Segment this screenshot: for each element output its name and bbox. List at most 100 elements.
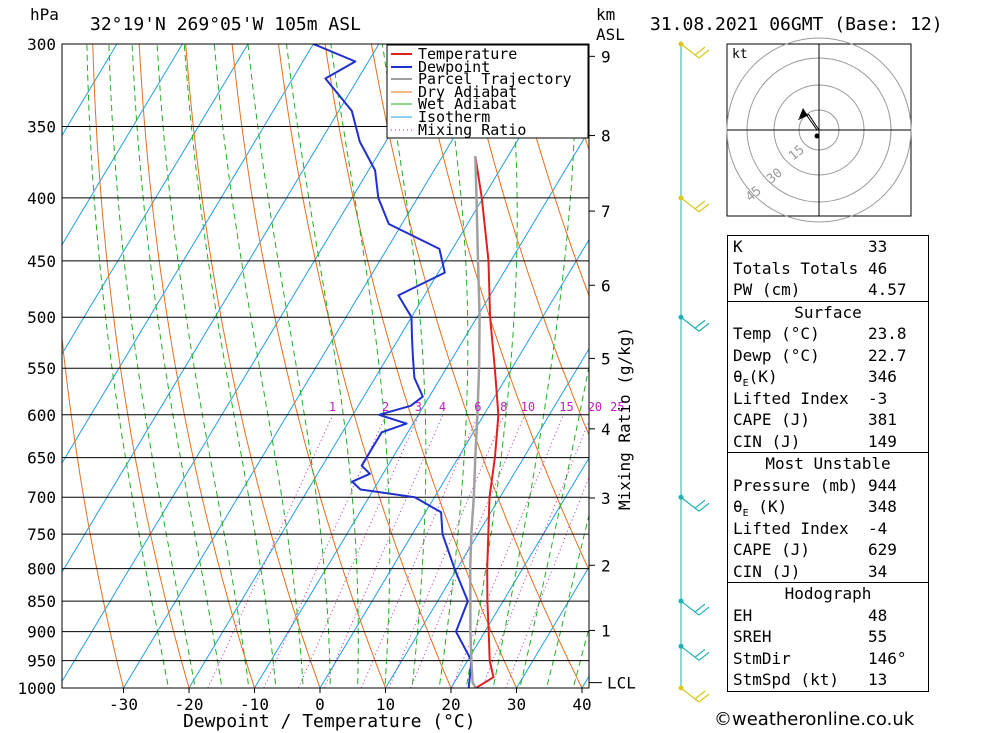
surface-cin-row: CIN (J) 149 — [728, 431, 928, 453]
sreh-value: 55 — [868, 627, 888, 646]
wet-adiabat-line — [572, 626, 589, 688]
mixing-ratio-line — [207, 414, 334, 688]
surface-theta-label: θE(K) — [733, 367, 778, 390]
mixing-ratio-label: 6 — [474, 400, 481, 414]
surface-cin-label: CIN (J) — [733, 431, 801, 451]
stmdir-row: StmDir 146° — [728, 648, 928, 670]
pressure-tick-label: 850 — [27, 592, 56, 611]
surface-li-label: Lifted Index — [733, 388, 849, 408]
wet-adiabat-line — [285, 44, 359, 688]
mixing-ratio-label: 15 — [559, 400, 573, 414]
height-tick-label: 9 — [601, 47, 611, 66]
surface-theta-value: 346 — [868, 367, 897, 386]
mixing-ratio-axis-label: Mixing Ratio (g/kg) — [615, 327, 634, 510]
datetime-title: 31.08.2021 06GMT (Base: 12) — [650, 14, 943, 35]
plot-frame — [61, 43, 590, 689]
wind-barb — [680, 645, 710, 661]
wind-barb — [680, 197, 710, 213]
height-tick-label: 1 — [601, 621, 611, 640]
mixing-ratio-line — [263, 414, 387, 688]
temperature-tick-label: 40 — [572, 695, 591, 714]
pw-label: PW (cm) — [733, 280, 801, 299]
mixing-ratio-label: 10 — [521, 400, 535, 414]
eh-label: EH — [733, 605, 753, 625]
surface-cin-value: 149 — [868, 431, 897, 451]
stmspd-value: 13 — [868, 670, 888, 689]
lcl-label: LCL — [607, 674, 636, 693]
wet-adiabat-line — [546, 513, 589, 688]
height-unit-km: km — [596, 5, 615, 24]
mu-cape-value: 629 — [868, 540, 897, 559]
height-tick-label: 5 — [601, 349, 611, 368]
isotherm-line — [450, 457, 589, 688]
mu-pressure-value: 944 — [868, 475, 897, 495]
mu-li-row: Lifted Index -4 — [728, 518, 928, 540]
pressure-tick-label: 350 — [27, 117, 56, 136]
legend: Temperature Dewpoint Parcel Trajectory D… — [386, 44, 589, 139]
surface-li-row: Lifted Index -3 — [728, 388, 928, 410]
legend-wet-adiabat: Wet Adiabat — [418, 95, 517, 113]
legend-parcel: Parcel Trajectory — [418, 70, 572, 88]
height-tick-label: 7 — [601, 202, 611, 221]
wet-adiabat-line — [156, 44, 250, 688]
wet-adiabat-line — [381, 44, 427, 688]
eh-row: EH 48 — [728, 605, 928, 627]
surface-temp-value: 23.8 — [868, 324, 907, 343]
mixing-ratio-label: 3 — [415, 400, 422, 414]
pressure-tick-label: 750 — [27, 525, 56, 544]
wind-barb — [680, 496, 710, 512]
pressure-unit-label: hPa — [30, 5, 59, 24]
temperature-tick-label: 0 — [315, 695, 325, 714]
surface-temp-label: Temp (°C) — [733, 324, 820, 343]
mixing-ratio-label: 8 — [500, 400, 507, 414]
x-axis-label: Dewpoint / Temperature (°C) — [183, 711, 476, 732]
mixing-ratio-label: 2 — [382, 400, 389, 414]
pressure-tick-label: 800 — [27, 560, 56, 579]
temperature-tick-label: 30 — [507, 695, 526, 714]
mu-cape-label: CAPE (J) — [733, 540, 811, 559]
pressure-tick-label: 700 — [27, 488, 56, 507]
temperature-tick-label: 20 — [441, 695, 460, 714]
wet-adiabat-line — [330, 44, 391, 688]
wet-adiabat-line — [465, 44, 518, 688]
temperature-tick-label: -20 — [175, 695, 204, 714]
wet-adiabat-line — [183, 44, 277, 688]
surface-title: Surface — [794, 302, 862, 322]
sreh-label: SREH — [733, 627, 772, 646]
k-index-label: K — [733, 237, 743, 256]
height-tick-label: 6 — [601, 276, 611, 295]
pw-value: 4.57 — [868, 280, 907, 299]
mu-li-label: Lifted Index — [733, 518, 849, 538]
pressure-tick-label: 950 — [27, 652, 56, 671]
mu-theta-value: 348 — [868, 497, 897, 516]
wet-adiabat-line — [438, 44, 469, 688]
temperature-tick-label: 10 — [376, 695, 395, 714]
wind-barb — [680, 600, 710, 616]
dry-adiabat-line — [510, 44, 589, 298]
surface-cape-row: CAPE (J) 381 — [728, 409, 928, 431]
legend-dry-adiabat: Dry Adiabat — [418, 83, 517, 101]
pressure-tick-label: 550 — [27, 359, 56, 378]
mu-cin-label: CIN (J) — [733, 561, 801, 581]
wet-adiabat-line — [108, 44, 196, 688]
mu-cape-row: CAPE (J) 629 — [728, 539, 928, 561]
isotherm-line — [62, 44, 183, 246]
stmspd-label: StmSpd (kt) — [733, 670, 839, 689]
mixing-ratio-line — [505, 475, 589, 688]
pressure-tick-label: 650 — [27, 449, 56, 468]
hodograph-unit: kt — [732, 47, 748, 62]
mu-pressure-row: Pressure (mb) 944 — [728, 475, 928, 497]
stmdir-label: StmDir — [733, 648, 791, 668]
dry-adiabat-line — [185, 44, 321, 688]
storm-motion-arrowhead — [799, 108, 808, 118]
pw-row: PW (cm) 4.57 — [728, 279, 928, 301]
temperature-tick-label: -10 — [240, 695, 269, 714]
surface-cape-value: 381 — [868, 410, 897, 429]
storm-motion-dot — [814, 133, 820, 139]
totals-totals-value: 46 — [868, 258, 888, 278]
wet-adiabat-line — [131, 44, 223, 688]
wind-barb — [680, 43, 710, 59]
mu-theta-row: θE (K) 348 — [728, 496, 928, 519]
stmdir-value: 146° — [868, 648, 907, 668]
